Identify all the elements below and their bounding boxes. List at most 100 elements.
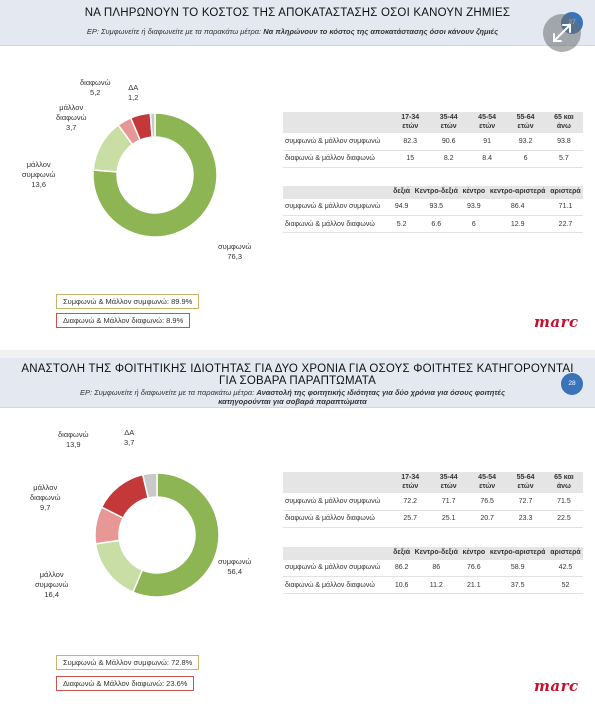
slide-header: ΝΑ ΠΛΗΡΩΝΟΥΝ ΤΟ ΚΟΣΤΟΣ ΤΗΣ ΑΠΟΚΑΤΑΣΤΑΣΗΣ… [0,0,595,46]
table-cell: 6 [506,150,545,168]
table-column-header: 55-64 ετών [506,472,545,493]
table-cell: 11.2 [412,576,461,594]
table-column-header: κεντρο-αριστερά [487,186,548,199]
table-row: διαφωνώ & μάλλον διαφωνώ 25.7 25.1 20.7 23.3… [283,510,583,528]
table-cell: 71.1 [547,198,583,216]
table-column-header: 55-64 ετών [506,112,545,133]
table-cell: 93.8 [544,133,583,151]
donut-slice-4 [141,472,158,499]
table-cell: 76.6 [460,559,488,577]
table-cell: 72.7 [506,493,545,511]
donut-slice-0 [92,112,218,238]
table-cell: 52 [547,576,583,594]
table-cell: 71.7 [429,493,468,511]
table-cell: 86 [412,559,461,577]
table-column-header: 65 και άνω [544,472,583,493]
slice-label-rather-disagree: μάλλον διαφωνώ 9,7 [30,483,61,512]
slide-title: ΑΝΑΣΤΟΛΗ ΤΗΣ ΦΟΙΤΗΤΙΚΗΣ ΙΔΙΟΤΗΤΑΣ ΓΙΑ ΔΥ… [21,363,574,387]
table-column-header: 35-44 ετών [429,472,468,493]
table-column-header: Κεντρο-δεξιά [412,547,461,560]
expand-button[interactable] [543,14,581,52]
table-column-header: δεξιά [391,547,413,560]
donut-slice-1 [94,539,144,594]
slide-subtitle: ΕΡ: Συμφωνείτε ή διαφωνείτε με τα παρακά… [80,388,505,406]
table-cell: 86.4 [487,198,548,216]
table-column-header: 17-34 ετών [391,472,430,493]
table-cell: 8.2 [429,150,468,168]
slice-label-rather-agree: μάλλον συμφωνώ 13,6 [22,160,56,189]
donut-chart [92,112,218,238]
slide-header: ΑΝΑΣΤΟΛΗ ΤΗΣ ΦΟΙΤΗΤΙΚΗΣ ΙΔΙΟΤΗΤΑΣ ΓΙΑ ΔΥ… [0,358,595,408]
summary-disagree: Διαφωνώ & Μάλλον διαφωνώ: 8.9% [56,313,191,328]
table-column-header: κέντρο [460,186,488,199]
table-cell: 5.7 [544,150,583,168]
ideology-table: δεξιά Κεντρο-δεξιά κέντρο κεντρο-αριστερά αρ… [283,547,583,594]
table-cell: 22.7 [547,215,583,233]
table-cell: 6 [460,215,488,233]
table-cell: 76.5 [467,493,507,511]
table-header-blank [283,112,391,133]
table-header-row: 17-34 ετών 35-44 ετών 45-54 ετών 55-64 ετών… [283,112,583,133]
table-cell: 72.2 [391,493,430,511]
table-cell: 93.9 [460,198,488,216]
table-cell: 42.5 [547,559,583,577]
table-cell: 12.9 [487,215,548,233]
table-cell: 90.6 [429,133,468,151]
marc-logo: marc [534,677,579,695]
table-header-row: δεξιά Κεντρο-δεξιά κέντρο κεντρο-αριστερά αρ… [283,186,583,199]
table-header-blank [283,186,391,199]
table-header-row: 17-34 ετών 35-44 ετών 45-54 ετών 55-64 ετών… [283,472,583,493]
table-cell: 20.7 [467,510,507,528]
table-row: συμφωνώ & μάλλον συμφωνώ 86.2 86 76.6 58.9 42… [283,559,583,577]
table-cell: 58.9 [487,559,548,577]
table-cell: 22.5 [544,510,583,528]
donut-slice-3 [100,473,150,519]
slide-title: ΝΑ ΠΛΗΡΩΝΟΥΝ ΤΟ ΚΟΣΤΟΣ ΤΗΣ ΑΠΟΚΑΤΑΣΤΑΣΗΣ… [84,7,511,19]
table-column-header: 65 και άνω [544,112,583,133]
table-header-blank [283,472,391,493]
table-cell: 6.6 [412,215,461,233]
table-column-header: Κεντρο-δεξιά [412,186,461,199]
table-row: διαφωνώ & μάλλον διαφωνώ 15 8.2 8.4 6 5.7 [283,150,583,168]
table-column-header: κέντρο [460,547,488,560]
table-cell: 91 [467,133,507,151]
table-cell: 71.5 [544,493,583,511]
slice-label-agree: συμφωνώ 76,3 [218,242,252,261]
slide-subtitle: ΕΡ: Συμφωνείτε ή διαφωνείτε με τα παρακά… [86,27,499,36]
slice-label-disagree: διαφωνώ 13,9 [58,430,89,449]
age-table: 17-34 ετών 35-44 ετών 45-54 ετών 55-64 ετών… [283,472,583,528]
table-column-header: 45-54 ετών [467,472,507,493]
table-cell: 21.1 [460,576,488,594]
slide-separator [0,350,595,358]
table-row-label: συμφωνώ & μάλλον συμφωνώ [283,559,391,577]
table-row-label: διαφωνώ & μάλλον διαφωνώ [283,215,391,233]
donut-slice-4 [149,112,156,138]
table-column-header: αριστερά [547,186,583,199]
slice-label-rather-disagree: μάλλον διαφωνώ 3,7 [56,103,87,132]
table-cell: 8.4 [467,150,507,168]
summary-agree: Συμφωνώ & Μάλλον συμφωνώ: 89.9% [56,294,200,309]
donut-chart [94,472,220,598]
slice-label-na: ΔΑ 1,2 [128,83,139,102]
table-cell: 25.1 [429,510,468,528]
table-cell: 15 [391,150,430,168]
donut-slice-0 [131,472,220,598]
table-row: συμφωνώ & μάλλον συμφωνώ 82.3 90.6 91 93.2 93… [283,133,583,151]
table-row: διαφωνώ & μάλλον διαφωνώ 10.6 11.2 21.1 37.5… [283,576,583,594]
table-cell: 10.6 [391,576,413,594]
marc-logo: marc [534,313,579,331]
table-row-label: διαφωνώ & μάλλον διαφωνώ [283,150,391,168]
table-column-header: κεντρο-αριστερά [487,547,548,560]
table-header-blank [283,547,391,560]
table-row: συμφωνώ & μάλλον συμφωνώ 72.2 71.7 76.5 72.7… [283,493,583,511]
table-row-label: συμφωνώ & μάλλον συμφωνώ [283,493,391,511]
table-cell: 23.3 [506,510,545,528]
slice-label-disagree: διαφωνώ 5,2 [80,78,111,97]
table-row-label: διαφωνώ & μάλλον διαφωνώ [283,576,391,594]
table-row-label: διαφωνώ & μάλλον διαφωνώ [283,510,391,528]
slide-1: ΝΑ ΠΛΗΡΩΝΟΥΝ ΤΟ ΚΟΣΤΟΣ ΤΗΣ ΑΠΟΚΑΤΑΣΤΑΣΗΣ… [0,0,595,350]
table-column-header: 35-44 ετών [429,112,468,133]
table-column-header: αριστερά [547,547,583,560]
table-cell: 93.2 [506,133,545,151]
slice-label-agree: συμφωνώ 56,4 [218,557,252,576]
